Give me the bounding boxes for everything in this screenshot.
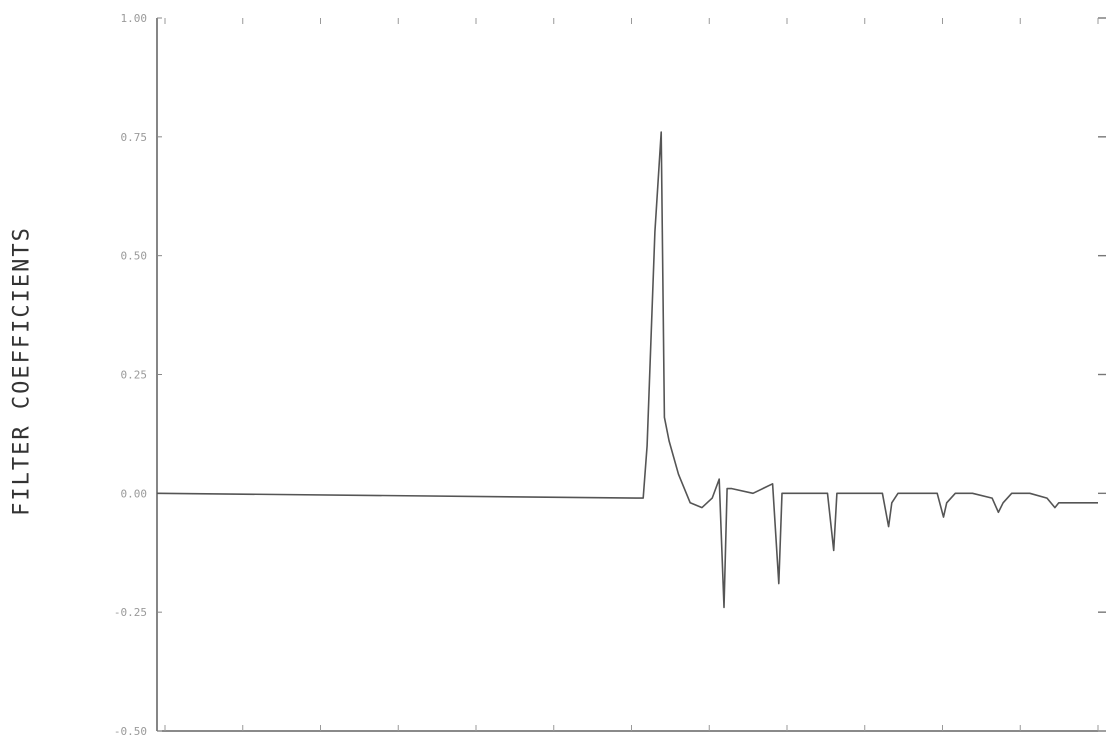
y-tick-label: 0.00	[121, 487, 148, 500]
y-tick-label: -0.50	[114, 725, 147, 738]
y-tick-label: 0.75	[121, 131, 148, 144]
y-tick-label: 0.50	[121, 250, 148, 263]
series-line	[156, 131, 1098, 609]
y-tick-label: -0.25	[114, 606, 147, 619]
y-axis-label: FILTER COEFFICIENTS	[9, 226, 35, 516]
y-tick-label: 0.25	[121, 369, 148, 382]
y-tick-label: 1.00	[121, 12, 148, 25]
